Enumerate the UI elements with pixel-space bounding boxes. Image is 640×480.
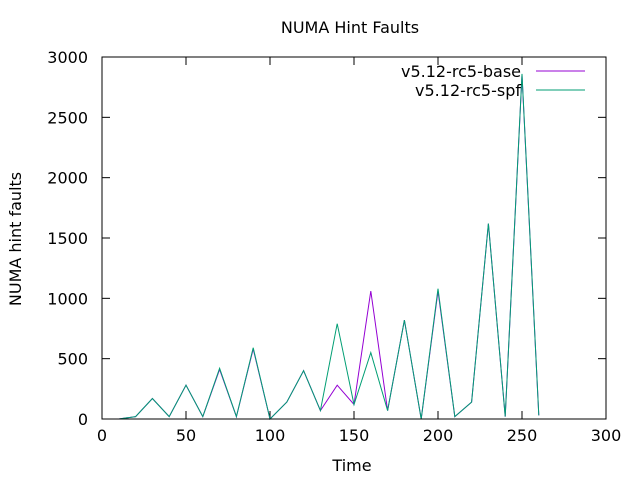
x-tick-label: 100 [255,426,286,445]
y-tick-label: 500 [57,350,88,369]
series-lines [118,73,540,420]
x-axis-label: Time [331,456,371,475]
y-axis-label: NUMA hint faults [6,172,25,306]
x-tick-label: 50 [176,426,196,445]
y-tick-label: 2500 [47,108,88,127]
series-line-v5.12-rc5-spf [118,73,540,420]
x-tick-label: 300 [591,426,622,445]
y-tick-label: 1500 [47,229,88,248]
axis-ticks: 0 50 100 150 200 250 3000500100015002000250030… [47,48,621,445]
x-tick-label: 200 [423,426,454,445]
x-tick-label: 250 [507,426,538,445]
legend-label: v5.12-rc5-spf [415,81,521,100]
x-tick-label: 150 [339,426,370,445]
x-tick-label: 0 [97,426,107,445]
y-tick-label: 0 [78,410,88,429]
plot-frame [101,56,607,420]
y-tick-label: 1000 [47,289,88,308]
y-tick-label: 2000 [47,169,88,188]
legend-label: v5.12-rc5-base [401,62,521,81]
y-tick-label: 3000 [47,48,88,67]
chart-title: NUMA Hint Faults [281,18,419,37]
